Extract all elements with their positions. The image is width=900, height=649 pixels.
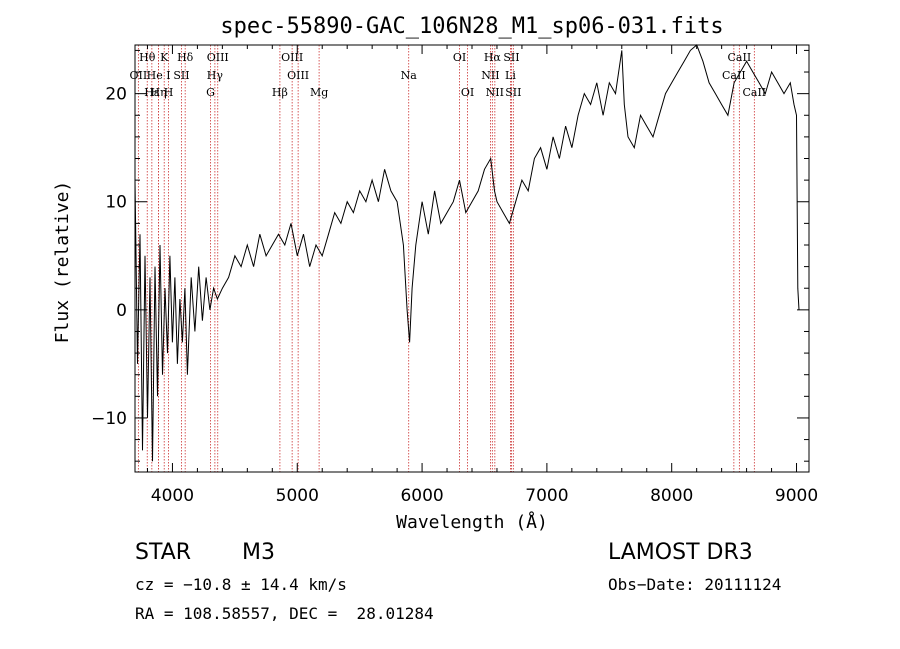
y-tick-label-3: 20 [105,85,127,105]
line-label-1: OII [130,69,148,82]
line-label-20: SII [503,51,519,64]
x-tick-label-0: 4000 [151,486,194,506]
line-label-14: Hβ [272,86,288,99]
line-label-10: Hγ [207,69,224,82]
chart-title: spec-55890-GAC_106N28_M1_sp06-031.fits [220,14,723,39]
line-label-11: G [206,86,215,99]
x-axis-ticks: 4000 5000 6000 7000 8000 9000 [146,45,818,506]
y-tick-label-0: −10 [91,409,127,429]
x-tick-label-2: 6000 [400,486,443,506]
line-label-12: OIII [281,51,303,64]
line-label-5: Hη [150,86,166,99]
line-label-4: He I [147,69,171,82]
line-label-27: CaII [742,86,766,99]
redshift-readout: cz = −10.8 ± 14.4 km/s [135,575,347,594]
line-label-8: H [164,86,174,99]
x-tick-label-1: 5000 [276,486,319,506]
y-tick-label-2: 10 [105,193,127,213]
flux-series-line [134,44,800,462]
line-label-6: Hδ [177,51,194,64]
line-label-13: OIII [287,69,309,82]
line-label-3: K [160,51,169,64]
observation-date: Obs−Date: 20111124 [608,575,782,594]
line-label-2: Hε [144,86,160,99]
line-label-19: Hα [484,51,502,64]
y-axis-label: Flux (relative) [52,181,73,344]
x-tick-label-4: 8000 [650,486,693,506]
object-subclass: M3 [242,540,275,565]
line-label-24: SII [505,86,521,99]
line-label-17: OI [453,51,466,64]
line-label-22: Li [505,69,516,82]
line-label-26: CaII [722,69,746,82]
line-label-23: NII [486,86,504,99]
survey-name: LAMOST DR3 [608,540,753,565]
spectral-line-labels: Hθ OII Hε K He I Hη Hδ SII H OIII Hγ G OIII OIII Hβ Mg N… [130,51,767,99]
y-tick-label-1: 0 [116,301,127,321]
spectral-line-markers [137,45,755,472]
object-class: STAR [135,540,192,565]
y-axis-ticks: −10 0 10 20 [91,49,809,462]
line-label-0: Hθ [139,51,156,64]
line-label-7: SII [173,69,189,82]
line-label-21: NII [481,69,499,82]
x-tick-label-5: 9000 [775,486,818,506]
line-label-18: OI [461,86,474,99]
line-label-9: OIII [207,51,229,64]
x-tick-label-3: 7000 [525,486,568,506]
coordinates-readout: RA = 108.58557, DEC = 28.01284 [135,604,434,623]
line-label-16: Na [401,69,418,82]
line-label-25: CaII [728,51,752,64]
x-axis-label: Wavelength (Å) [396,511,548,533]
line-label-15: Mg [310,86,328,99]
